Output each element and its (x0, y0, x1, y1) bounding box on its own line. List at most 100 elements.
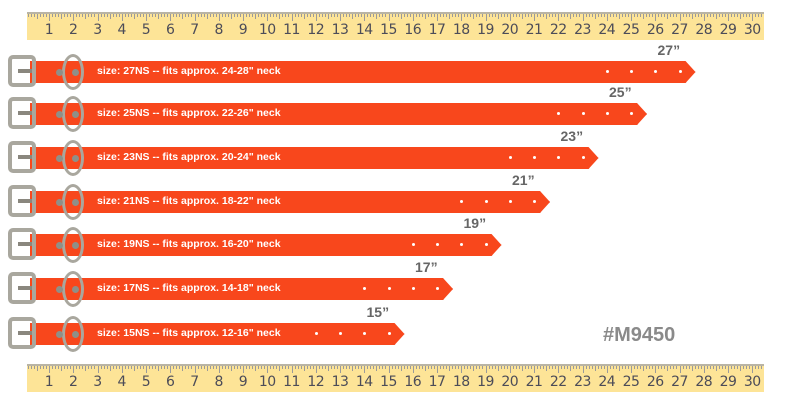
ruler-tick (373, 14, 375, 17)
ruler-tick (682, 366, 684, 369)
ruler-tick (728, 14, 729, 21)
collar-hole (460, 243, 464, 246)
ruler-tick (349, 14, 351, 17)
ruler-tick (340, 366, 341, 373)
ruler-tick (740, 366, 742, 371)
ruler-number: 11 (283, 374, 300, 390)
ruler-tick (330, 14, 332, 17)
ruler-tick (564, 14, 566, 17)
rivet-icon (56, 331, 63, 338)
ruler-tick (488, 366, 490, 369)
ruler-tick (464, 14, 466, 17)
collar-size-label: size: 17NS -- fits approx. 14-18" neck (97, 282, 281, 294)
ruler-tick (58, 366, 60, 369)
ruler-tick (243, 366, 244, 373)
ruler-tick (673, 14, 675, 17)
ruler-tick (349, 366, 351, 369)
collar-hole (460, 287, 464, 290)
ruler-tick (88, 366, 90, 369)
ruler-tick (509, 366, 511, 373)
ruler-tick (455, 14, 457, 17)
ruler-tick (646, 14, 648, 17)
collar-hole (508, 200, 512, 203)
ruler-tick (146, 14, 147, 21)
ruler-tick (133, 14, 135, 19)
ruler-tick (100, 366, 102, 369)
ruler-tick (621, 366, 623, 369)
ruler-tick (452, 14, 454, 17)
ruler-tick (85, 366, 87, 371)
ruler-tick (412, 366, 414, 373)
ruler-tick (715, 366, 717, 371)
ruler-tick (452, 366, 454, 369)
ruler-tick (358, 366, 360, 369)
ruler-tick (246, 366, 248, 369)
ruler-tick (749, 366, 751, 369)
ruler-tick (515, 14, 517, 17)
ruler-tick (200, 14, 202, 17)
ruler-tick (236, 14, 238, 17)
collar-size-label: size: 27NS -- fits approx. 24-28" neck (97, 65, 281, 77)
ruler-tick (94, 14, 96, 17)
ruler-tick (758, 366, 760, 369)
ruler-tick (615, 366, 617, 369)
ruler-tick (618, 14, 620, 19)
collar-strap (30, 323, 405, 345)
ruler-tick (221, 366, 223, 369)
ruler-tick (282, 366, 284, 369)
ruler-tick (537, 14, 539, 17)
ruler-tick (661, 14, 663, 17)
ruler-tick (146, 366, 147, 373)
ruler-tick (612, 14, 614, 17)
ruler-tick (609, 14, 611, 17)
collar-hole (387, 287, 391, 290)
ruler-tick (515, 366, 517, 369)
ruler-tick (676, 14, 678, 17)
ruler-tick (443, 366, 445, 369)
ruler-tick (746, 366, 748, 369)
collar-length-label: 27” (657, 42, 681, 58)
ruler-tick (430, 14, 432, 17)
ruler-tick (443, 14, 445, 17)
ruler-number: 12 (307, 374, 325, 390)
ruler-tick (679, 366, 681, 373)
ruler-tick (755, 14, 757, 17)
ruler-tick (652, 14, 654, 17)
ruler-tick (485, 14, 487, 21)
ruler-tick (461, 366, 463, 373)
ruler-number: 29 (719, 374, 737, 390)
ruler-tick (252, 366, 254, 369)
ruler-tick (39, 366, 41, 369)
ruler-tick (461, 14, 463, 21)
ruler-tick (640, 14, 642, 17)
ruler-number: 7 (190, 374, 199, 390)
ruler-tick (336, 14, 338, 17)
ruler-tick (579, 366, 581, 369)
ruler-tick (361, 14, 363, 17)
collar-hole (508, 243, 512, 246)
ruler-tick (203, 366, 205, 369)
ruler-number: 18 (452, 22, 470, 38)
ruler-tick (667, 14, 669, 19)
ruler-tick (543, 14, 545, 17)
ruler-tick (230, 14, 232, 19)
ruler-tick (418, 366, 420, 369)
ruler-tick (540, 366, 542, 369)
rivet-icon (56, 286, 63, 293)
collar-length-label: 15” (366, 304, 390, 320)
ruler-number: 17 (428, 22, 446, 38)
ruler-tick (655, 14, 657, 21)
ruler-tick (397, 14, 399, 17)
ruler-tick (70, 14, 72, 17)
ruler-tick (746, 14, 748, 17)
collar-hole (702, 70, 706, 73)
ruler-number: 9 (238, 374, 248, 390)
ruler-tick (670, 366, 672, 369)
collar-size-label: size: 23NS -- fits approx. 20-24" neck (97, 151, 281, 163)
ruler-tick (139, 366, 141, 369)
ruler-tick (243, 14, 244, 21)
buckle-icon (8, 97, 36, 129)
ruler-tick (627, 366, 629, 369)
ruler-tick (564, 366, 566, 369)
ruler-tick (567, 366, 569, 369)
